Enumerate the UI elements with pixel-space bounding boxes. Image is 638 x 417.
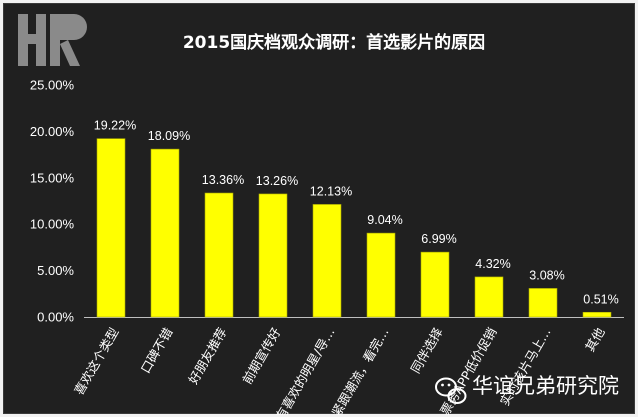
data-label: 19.22%: [94, 119, 136, 133]
watermark: 华谊兄弟研究院: [435, 374, 619, 404]
data-label: 9.04%: [367, 213, 402, 227]
category-label: 口碑不错: [138, 325, 176, 376]
data-label: 3.08%: [529, 268, 564, 282]
data-label: 6.99%: [421, 232, 456, 246]
y-tick-label: 20.00%: [30, 124, 75, 139]
category-label: 其他: [582, 325, 608, 355]
bar: [582, 311, 612, 318]
category-label: 同伴选择: [408, 325, 446, 376]
hr-logo: [18, 14, 87, 66]
chart-title: 2015国庆档观众调研：首选影片的原因: [183, 32, 485, 53]
y-tick-label: 15.00%: [30, 170, 75, 185]
bar: [96, 138, 126, 318]
data-label: 18.09%: [148, 129, 190, 143]
bar-series: [96, 138, 612, 318]
bar: [312, 204, 342, 318]
category-label: 票务APP低价促销: [437, 325, 499, 415]
data-labels: 19.22% 18.09% 13.36% 13.26% 12.13% 9.04% 6.99%…: [94, 119, 619, 307]
data-label: 4.32%: [475, 257, 510, 271]
watermark-text: 华谊兄弟研究院: [472, 374, 619, 398]
bar: [420, 251, 450, 318]
bar: [204, 192, 234, 318]
data-label: 0.51%: [583, 292, 618, 306]
bar: [528, 288, 558, 318]
wechat-icon: [435, 377, 467, 404]
category-label: 紧跟潮流，看完…: [329, 325, 392, 415]
category-label: 有喜欢的明星/导…: [272, 325, 337, 415]
y-tick-label: 5.00%: [37, 263, 74, 278]
bar: [150, 148, 180, 318]
bar-chart: 2015国庆档观众调研：首选影片的原因 0.00% 5.00% 10.00% 15.0…: [18, 14, 624, 415]
y-tick-label: 25.00%: [30, 78, 75, 93]
chart-panel: 2015国庆档观众调研：首选影片的原因 0.00% 5.00% 10.00% 15.0…: [3, 3, 635, 415]
category-label: 好朋友推荐: [185, 325, 229, 387]
category-label: 喜欢这个类型: [71, 325, 121, 397]
data-label: 12.13%: [310, 184, 352, 198]
y-tick-label: 10.00%: [30, 217, 75, 232]
data-label: 13.36%: [202, 173, 244, 187]
y-axis: 0.00% 5.00% 10.00% 15.00% 20.00% 25.00%: [30, 78, 624, 325]
y-tick-label: 0.00%: [37, 310, 74, 325]
category-label: 前期宣传好: [239, 325, 283, 387]
bar: [474, 276, 504, 318]
bar: [258, 193, 288, 318]
bar: [366, 232, 396, 318]
data-label: 13.26%: [256, 174, 298, 188]
